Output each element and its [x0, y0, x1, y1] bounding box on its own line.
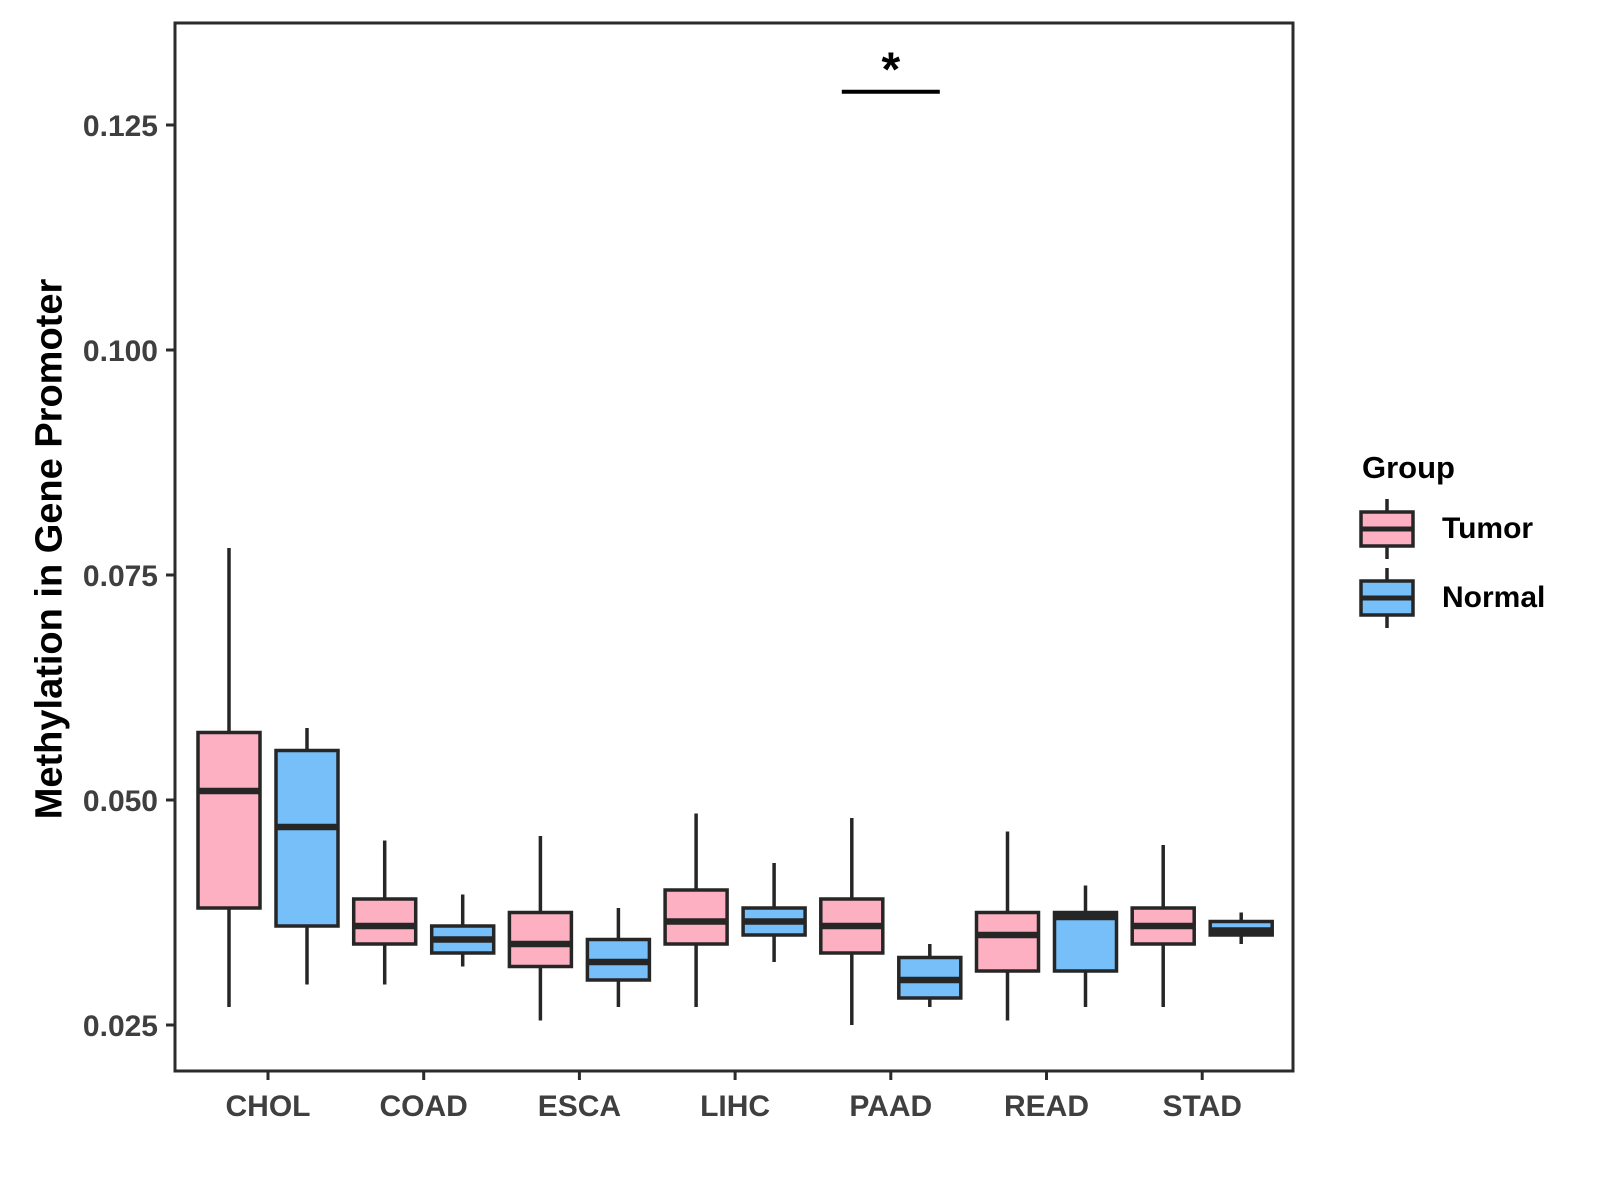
box-coad-tumor — [351, 897, 418, 946]
x-tick-label: READ — [1004, 1090, 1089, 1123]
box-chol-normal — [274, 748, 340, 928]
x-tick-label: ESCA — [538, 1090, 621, 1123]
box-read-normal — [1052, 910, 1119, 973]
x-tick-label: STAD — [1162, 1090, 1241, 1123]
legend-entry-tumor: Tumor — [1358, 494, 1545, 563]
legend-label-tumor: Tumor — [1442, 511, 1534, 545]
y-tick-label: 0.075 — [83, 560, 158, 593]
significance-star: * — [881, 44, 900, 97]
y-tick-label: 0.050 — [83, 785, 158, 818]
y-tick-label: 0.025 — [83, 1010, 158, 1043]
x-tick-label: COAD — [380, 1090, 468, 1123]
y-tick-label: 0.125 — [83, 110, 158, 143]
x-tick-label: LIHC — [700, 1090, 770, 1123]
legend: Group Tumor Normal — [1358, 450, 1545, 632]
panel-border — [173, 21, 1295, 1073]
legend-title: Group — [1362, 450, 1455, 485]
box-chol-tumor — [196, 730, 262, 910]
normal-boxplot-key-icon — [1359, 567, 1415, 628]
legend-entry-normal: Normal — [1358, 563, 1545, 632]
box-read-tumor — [974, 910, 1041, 973]
legend-label-normal: Normal — [1442, 580, 1546, 614]
y-tick-label: 0.100 — [83, 335, 158, 368]
x-tick-label: CHOL — [226, 1090, 311, 1123]
x-tick-label: PAAD — [849, 1090, 932, 1123]
y-axis-title: Methylation in Gene Promoter — [28, 278, 71, 820]
box-lihc-tumor — [663, 888, 729, 946]
box-esca-tumor — [507, 910, 574, 969]
tumor-boxplot-key-icon — [1359, 498, 1415, 559]
